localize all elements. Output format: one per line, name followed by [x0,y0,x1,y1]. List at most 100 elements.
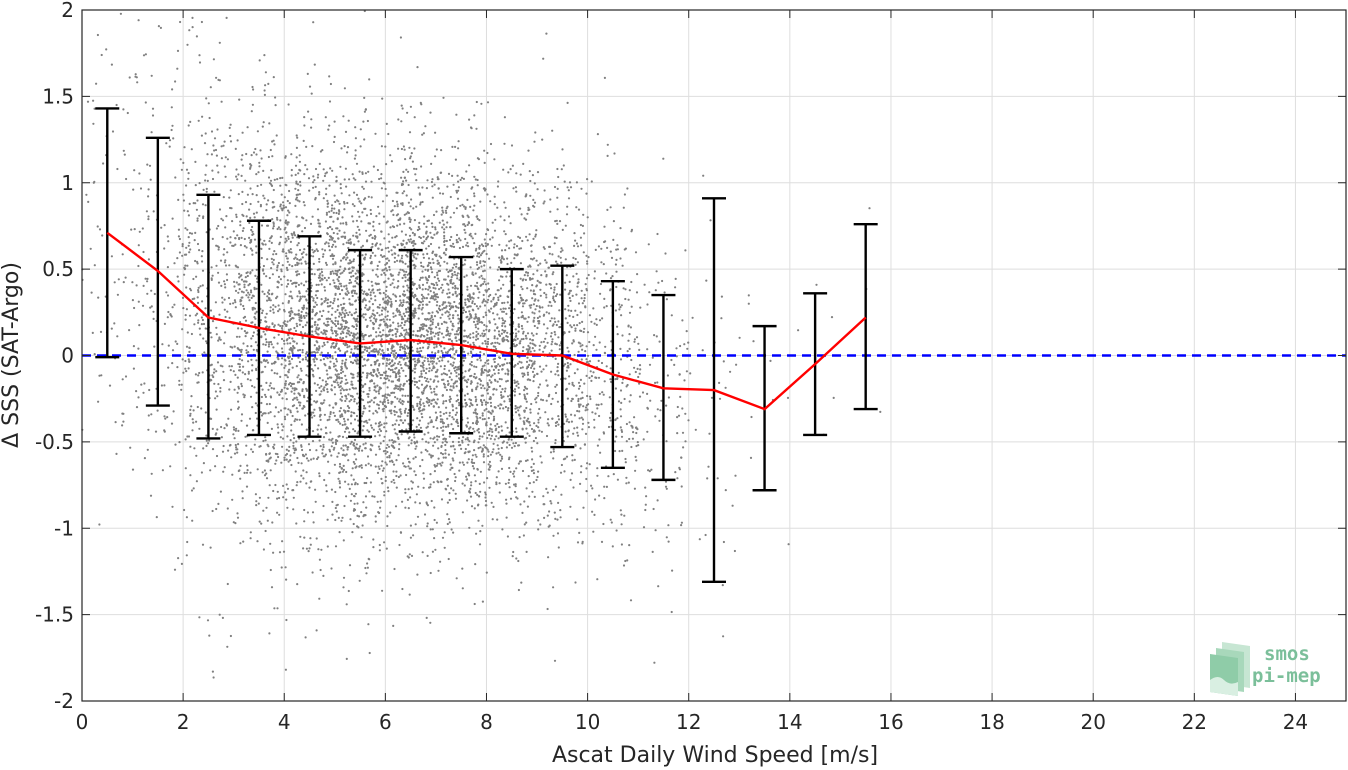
scatter-point [430,402,433,405]
scatter-point [160,226,163,229]
scatter-point [98,523,101,526]
scatter-point [401,500,404,503]
scatter-point [381,269,384,272]
scatter-point [260,384,263,387]
scatter-point [466,315,469,318]
scatter-point [413,233,416,236]
scatter-point [353,243,356,246]
scatter-point [430,162,433,165]
scatter-point [249,289,253,292]
scatter-point [236,391,239,394]
scatter-point [277,261,280,265]
scatter-point [474,491,477,495]
scatter-point [337,347,340,350]
scatter-point [283,366,286,369]
scatter-point [411,231,414,234]
scatter-point [382,410,385,413]
scatter-point [450,372,453,375]
scatter-point [131,281,134,284]
scatter-point [293,281,297,284]
scatter-point [446,310,449,313]
scatter-point [302,469,305,472]
scatter-point [377,465,380,468]
scatter-point [411,160,414,163]
scatter-point [456,366,459,369]
scatter-point [149,178,152,181]
scatter-point [474,400,477,403]
scatter-point [212,315,215,318]
scatter-point [438,331,441,334]
scatter-point [426,504,429,507]
scatter-point [373,369,376,372]
scatter-point [284,454,287,457]
scatter-point [385,335,388,338]
scatter-point [429,297,432,300]
scatter-point [379,442,382,445]
scatter-point [396,436,400,439]
scatter-point [238,363,241,366]
scatter-point [435,295,438,298]
scatter-point [416,359,419,362]
scatter-point [207,102,210,105]
scatter-point [189,414,192,417]
scatter-point [292,317,295,320]
scatter-point [376,471,380,474]
scatter-point [423,376,426,379]
scatter-point [402,421,405,424]
scatter-point [439,414,442,417]
scatter-point [417,317,420,320]
scatter-point [176,275,179,278]
scatter-point [439,420,442,423]
scatter-point [437,349,440,353]
scatter-point [389,511,392,514]
scatter-point [399,268,402,271]
scatter-point [341,453,344,456]
scatter-point [228,264,231,267]
scatter-point [331,357,334,360]
scatter-point [381,306,384,309]
scatter-point [405,428,408,431]
scatter-point [480,450,484,453]
scatter-point [331,500,334,503]
scatter-point [451,356,454,359]
scatter-point [337,212,340,215]
scatter-point [268,276,271,280]
scatter-point [435,370,438,373]
scatter-point [415,493,418,496]
scatter-point [286,387,289,390]
scatter-point [155,516,158,519]
scatter-point [385,300,388,303]
scatter-point [385,257,388,260]
scatter-point [345,335,348,338]
scatter-point [380,338,383,341]
scatter-point [375,215,378,218]
scatter-point [478,255,481,258]
scatter-point [216,164,219,167]
scatter-point [220,100,223,103]
scatter-point [302,342,305,345]
scatter-point [477,519,480,522]
scatter-point [360,464,363,467]
scatter-point [285,498,288,501]
scatter-point [342,468,345,471]
scatter-point [457,424,460,428]
scatter-point [371,303,374,306]
scatter-point [242,291,245,294]
scatter-point [224,259,227,262]
scatter-point [184,264,187,267]
scatter-point [352,460,355,464]
scatter-point [276,497,279,500]
scatter-point [97,400,100,403]
scatter-point [383,320,386,323]
scatter-point [334,442,338,446]
scatter-point [306,168,309,171]
scatter-point [413,256,416,259]
scatter-point [354,137,357,140]
scatter-point [332,411,335,414]
scatter-point [421,458,424,462]
scatter-point [357,371,360,374]
scatter-point [182,371,185,374]
scatter-point [344,167,347,170]
scatter-point [478,291,481,294]
scatter-point [219,259,223,262]
